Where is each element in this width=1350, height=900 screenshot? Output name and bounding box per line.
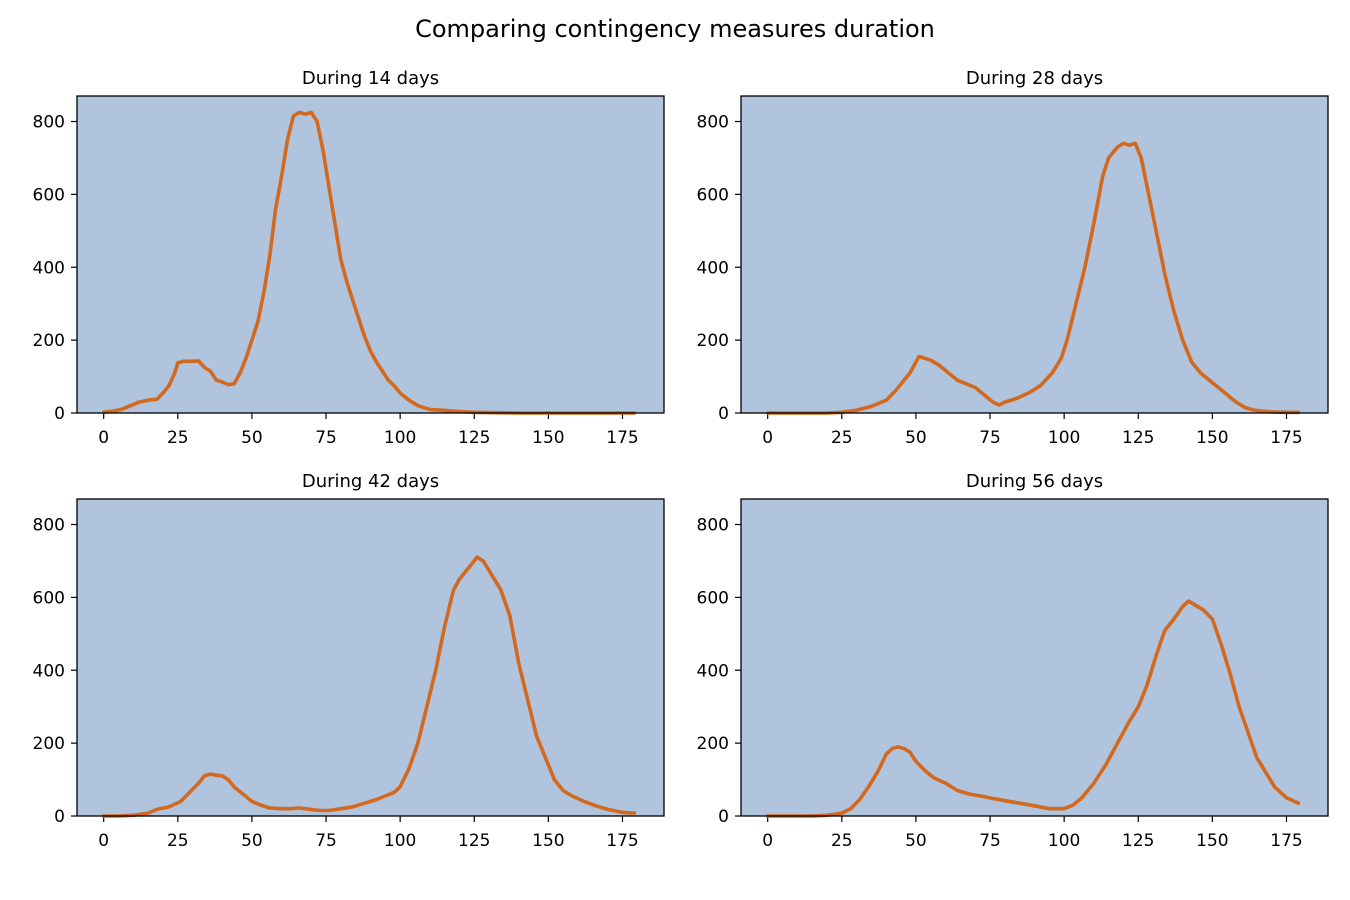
plot-area [741,96,1328,413]
y-tick-label: 0 [54,807,65,827]
x-tick-label: 0 [762,831,773,851]
subplot-title: During 28 days [966,68,1103,89]
subplot-1: During 14 days 0 25 50 75 100 125 150 175 0 200 400… [33,68,665,448]
y-tick-label: 400 [33,661,65,681]
axes-frame [76,498,665,817]
x-tick-label: 75 [315,428,337,448]
axes-frame [740,498,1329,817]
x-tick-label: 125 [1122,831,1154,851]
plot-area [741,499,1328,816]
y-tick-label: 400 [697,661,729,681]
x-tick-label: 50 [905,428,927,448]
x-tick-label: 75 [315,831,337,851]
x-tick-label: 100 [384,831,416,851]
x-tick-label: 50 [905,831,927,851]
y-tick-label: 800 [33,516,65,536]
x-tick-label: 125 [458,428,490,448]
subplot-3: During 42 days 0 25 50 75 100 125 150 175 0 200 400… [33,471,665,851]
subplot-4: During 56 days 0 25 50 75 100 125 150 175 0 200 400… [697,471,1329,851]
axes-frame [76,95,665,414]
series-line [765,141,1301,415]
y-tick-label: 600 [697,588,729,608]
x-tick-label: 175 [606,428,638,448]
subplot-2: During 28 days 0 25 50 75 100 125 150 175 0 200 400… [697,68,1329,448]
y-tick-label: 200 [33,734,65,754]
x-tick-label: 175 [606,831,638,851]
y-tick-label: 200 [697,331,729,351]
y-tick-label: 600 [697,185,729,205]
y-tick-label: 0 [718,807,729,827]
x-tick-label: 125 [1122,428,1154,448]
subplot-title: During 42 days [302,471,439,492]
y-tick-label: 800 [697,516,729,536]
subplot-title: During 56 days [966,471,1103,492]
series-line [765,599,1301,818]
series-line [101,110,637,415]
figure-title: Comparing contingency measures duration [415,15,935,43]
x-tick-label: 150 [532,831,564,851]
axes-frame [740,95,1329,414]
x-tick-label: 100 [1048,428,1080,448]
series-line [101,555,637,818]
subplot-grid: During 14 days 0 25 50 75 100 125 150 175 0 200 400… [33,68,1329,851]
x-tick-label: 175 [1270,831,1302,851]
y-tick-label: 600 [33,185,65,205]
x-tick-label: 0 [98,428,109,448]
x-tick-label: 75 [979,428,1001,448]
y-tick-label: 800 [697,113,729,133]
x-tick-label: 150 [532,428,564,448]
y-tick-label: 600 [33,588,65,608]
x-tick-label: 150 [1196,831,1228,851]
x-tick-label: 75 [979,831,1001,851]
y-tick-label: 0 [718,404,729,424]
y-tick-label: 800 [33,113,65,133]
x-tick-label: 100 [1048,831,1080,851]
y-tick-label: 400 [33,258,65,278]
x-tick-label: 50 [241,428,263,448]
x-tick-label: 0 [98,831,109,851]
x-tick-label: 125 [458,831,490,851]
x-tick-label: 150 [1196,428,1228,448]
subplot-title: During 14 days [302,68,439,89]
y-tick-label: 400 [697,258,729,278]
x-tick-label: 25 [167,831,189,851]
x-tick-label: 25 [167,428,189,448]
x-tick-label: 100 [384,428,416,448]
x-tick-label: 25 [831,428,853,448]
x-tick-label: 50 [241,831,263,851]
plot-area [77,96,664,413]
y-tick-label: 200 [697,734,729,754]
x-tick-label: 25 [831,831,853,851]
x-tick-label: 0 [762,428,773,448]
y-tick-label: 0 [54,404,65,424]
y-tick-label: 200 [33,331,65,351]
x-tick-label: 175 [1270,428,1302,448]
plot-area [77,499,664,816]
